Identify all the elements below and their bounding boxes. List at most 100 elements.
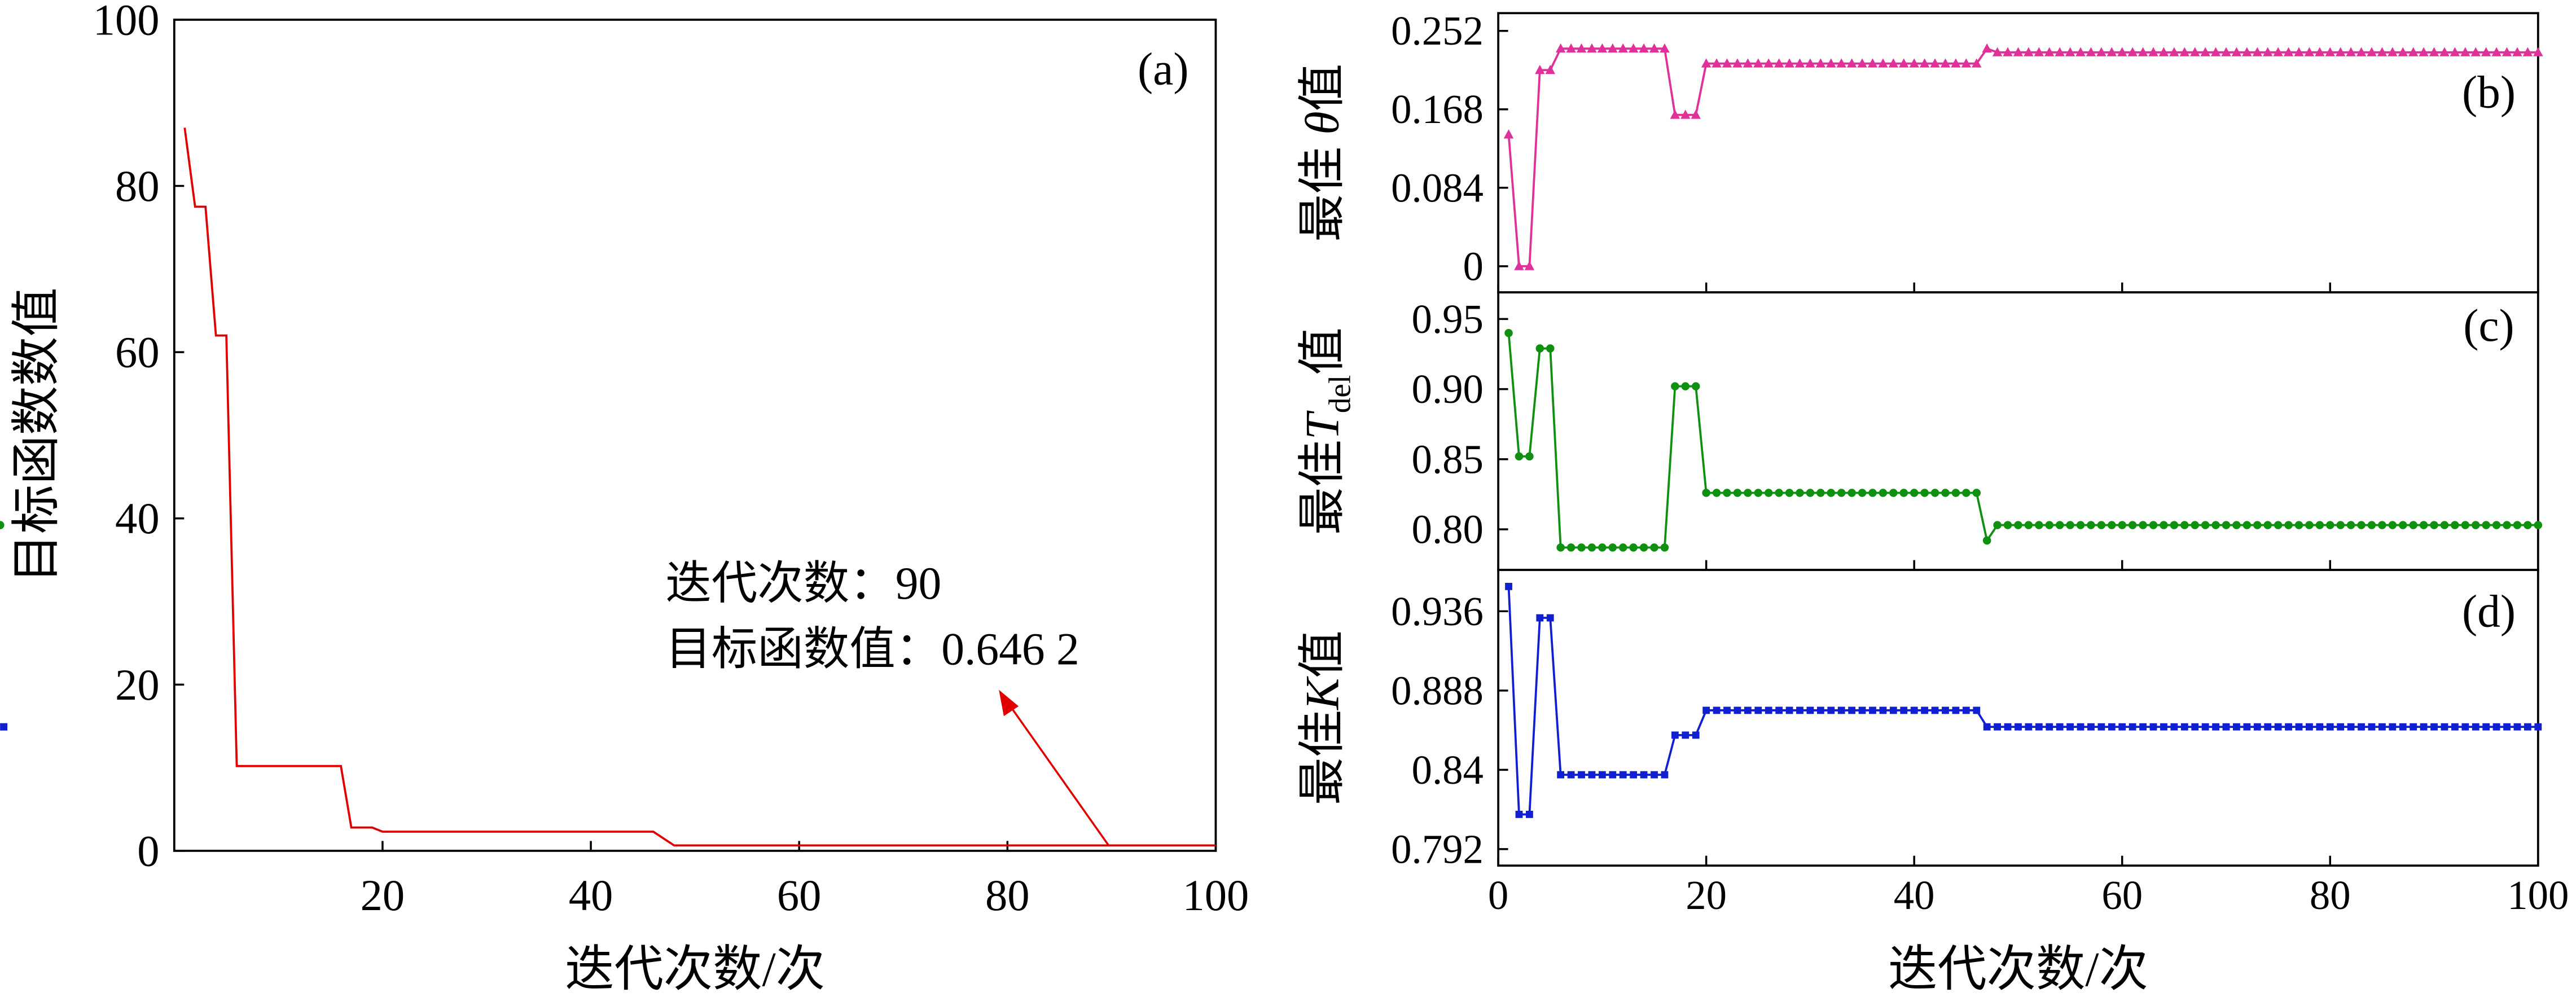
- marker: [1556, 543, 1565, 552]
- marker: [1661, 771, 1669, 779]
- marker: [2086, 47, 2096, 56]
- marker: [2170, 521, 2179, 529]
- marker: [1744, 489, 1752, 497]
- marker: [1846, 58, 1857, 68]
- x-axis-label: 迭代次数/次: [1888, 942, 2148, 996]
- marker: [1712, 58, 1722, 68]
- marker: [1598, 771, 1606, 779]
- y-axis-label-part: 最佳: [1296, 135, 1349, 242]
- marker: [1514, 261, 1524, 270]
- marker: [1869, 706, 1876, 714]
- marker: [2512, 47, 2522, 56]
- marker: [2243, 723, 2251, 731]
- plot-frame: [1497, 569, 2539, 867]
- marker: [2263, 521, 2272, 529]
- marker: [1618, 543, 1627, 552]
- marker: [1618, 43, 1628, 53]
- y-tick-label: 0.80: [1412, 507, 1484, 552]
- marker: [0, 723, 8, 731]
- marker: [2169, 47, 2179, 56]
- marker: [2347, 723, 2355, 731]
- marker: [2003, 521, 2012, 529]
- marker: [1879, 706, 1887, 714]
- marker: [1546, 344, 1555, 353]
- marker: [1681, 382, 1690, 390]
- y-tick-label: 0.168: [1391, 86, 1484, 132]
- marker: [1848, 706, 1856, 714]
- marker: [2502, 47, 2512, 56]
- x-axis-label: 迭代次数/次: [565, 942, 825, 996]
- marker: [2149, 521, 2158, 529]
- marker: [1921, 706, 1929, 714]
- marker: [1815, 58, 1826, 68]
- marker: [2522, 47, 2533, 56]
- marker: [2149, 723, 2157, 731]
- marker: [2066, 723, 2074, 731]
- y-tick-label: 0.084: [1391, 165, 1484, 210]
- marker: [1680, 109, 1691, 119]
- marker: [1962, 489, 1971, 497]
- marker: [2097, 521, 2106, 529]
- marker: [2087, 521, 2095, 529]
- marker: [1889, 706, 1897, 714]
- marker: [2471, 521, 2480, 529]
- data-line: [183, 128, 1216, 847]
- marker: [1994, 723, 2002, 731]
- marker: [2274, 521, 2283, 529]
- marker: [1961, 58, 1972, 68]
- marker: [1972, 58, 1982, 68]
- marker: [2004, 723, 2012, 731]
- marker: [2222, 521, 2231, 529]
- marker: [1640, 771, 1648, 779]
- marker: [2148, 47, 2158, 56]
- marker: [1868, 489, 1877, 497]
- marker: [1578, 771, 1585, 779]
- marker: [2024, 521, 2033, 529]
- marker: [1546, 614, 1554, 622]
- marker: [2046, 723, 2053, 731]
- marker: [2201, 723, 2209, 731]
- marker: [1982, 43, 1992, 53]
- y-axis-label-part: T: [1296, 410, 1349, 440]
- y-axis-label-part: 值: [1296, 327, 1349, 375]
- marker: [2430, 723, 2438, 731]
- marker: [2409, 521, 2417, 529]
- marker: [1535, 344, 1544, 353]
- marker: [2356, 47, 2367, 56]
- marker: [2118, 723, 2126, 731]
- marker: [2160, 723, 2167, 731]
- y-axis-label: 目标函数数值: [9, 287, 64, 583]
- x-tick-label: 100: [2507, 872, 2569, 918]
- marker: [1557, 771, 1565, 779]
- marker: [2524, 723, 2531, 731]
- marker: [1566, 43, 1576, 53]
- marker: [1796, 489, 1804, 497]
- marker: [1765, 706, 1772, 714]
- marker: [1952, 706, 1960, 714]
- marker: [2461, 521, 2470, 529]
- marker: [1754, 489, 1763, 497]
- marker: [1920, 489, 1929, 497]
- marker: [2470, 47, 2481, 56]
- marker: [2482, 723, 2490, 731]
- marker: [2034, 47, 2044, 56]
- marker: [2096, 47, 2107, 56]
- marker: [2492, 723, 2500, 731]
- marker: [2253, 521, 2262, 529]
- marker: [2118, 521, 2127, 529]
- marker: [2262, 47, 2273, 56]
- y-axis-label-part: K: [1296, 676, 1349, 710]
- marker: [2295, 723, 2303, 731]
- marker: [2534, 723, 2542, 731]
- marker: [2231, 47, 2242, 56]
- marker: [2191, 723, 2199, 731]
- marker: [2180, 521, 2189, 529]
- marker: [2399, 723, 2407, 731]
- marker: [1827, 489, 1836, 497]
- marker: [2233, 723, 2240, 731]
- y-tick-label: 0.792: [1391, 826, 1484, 872]
- marker: [1566, 543, 1576, 552]
- marker: [1650, 543, 1658, 552]
- marker: [1889, 489, 1898, 497]
- marker: [2306, 723, 2313, 731]
